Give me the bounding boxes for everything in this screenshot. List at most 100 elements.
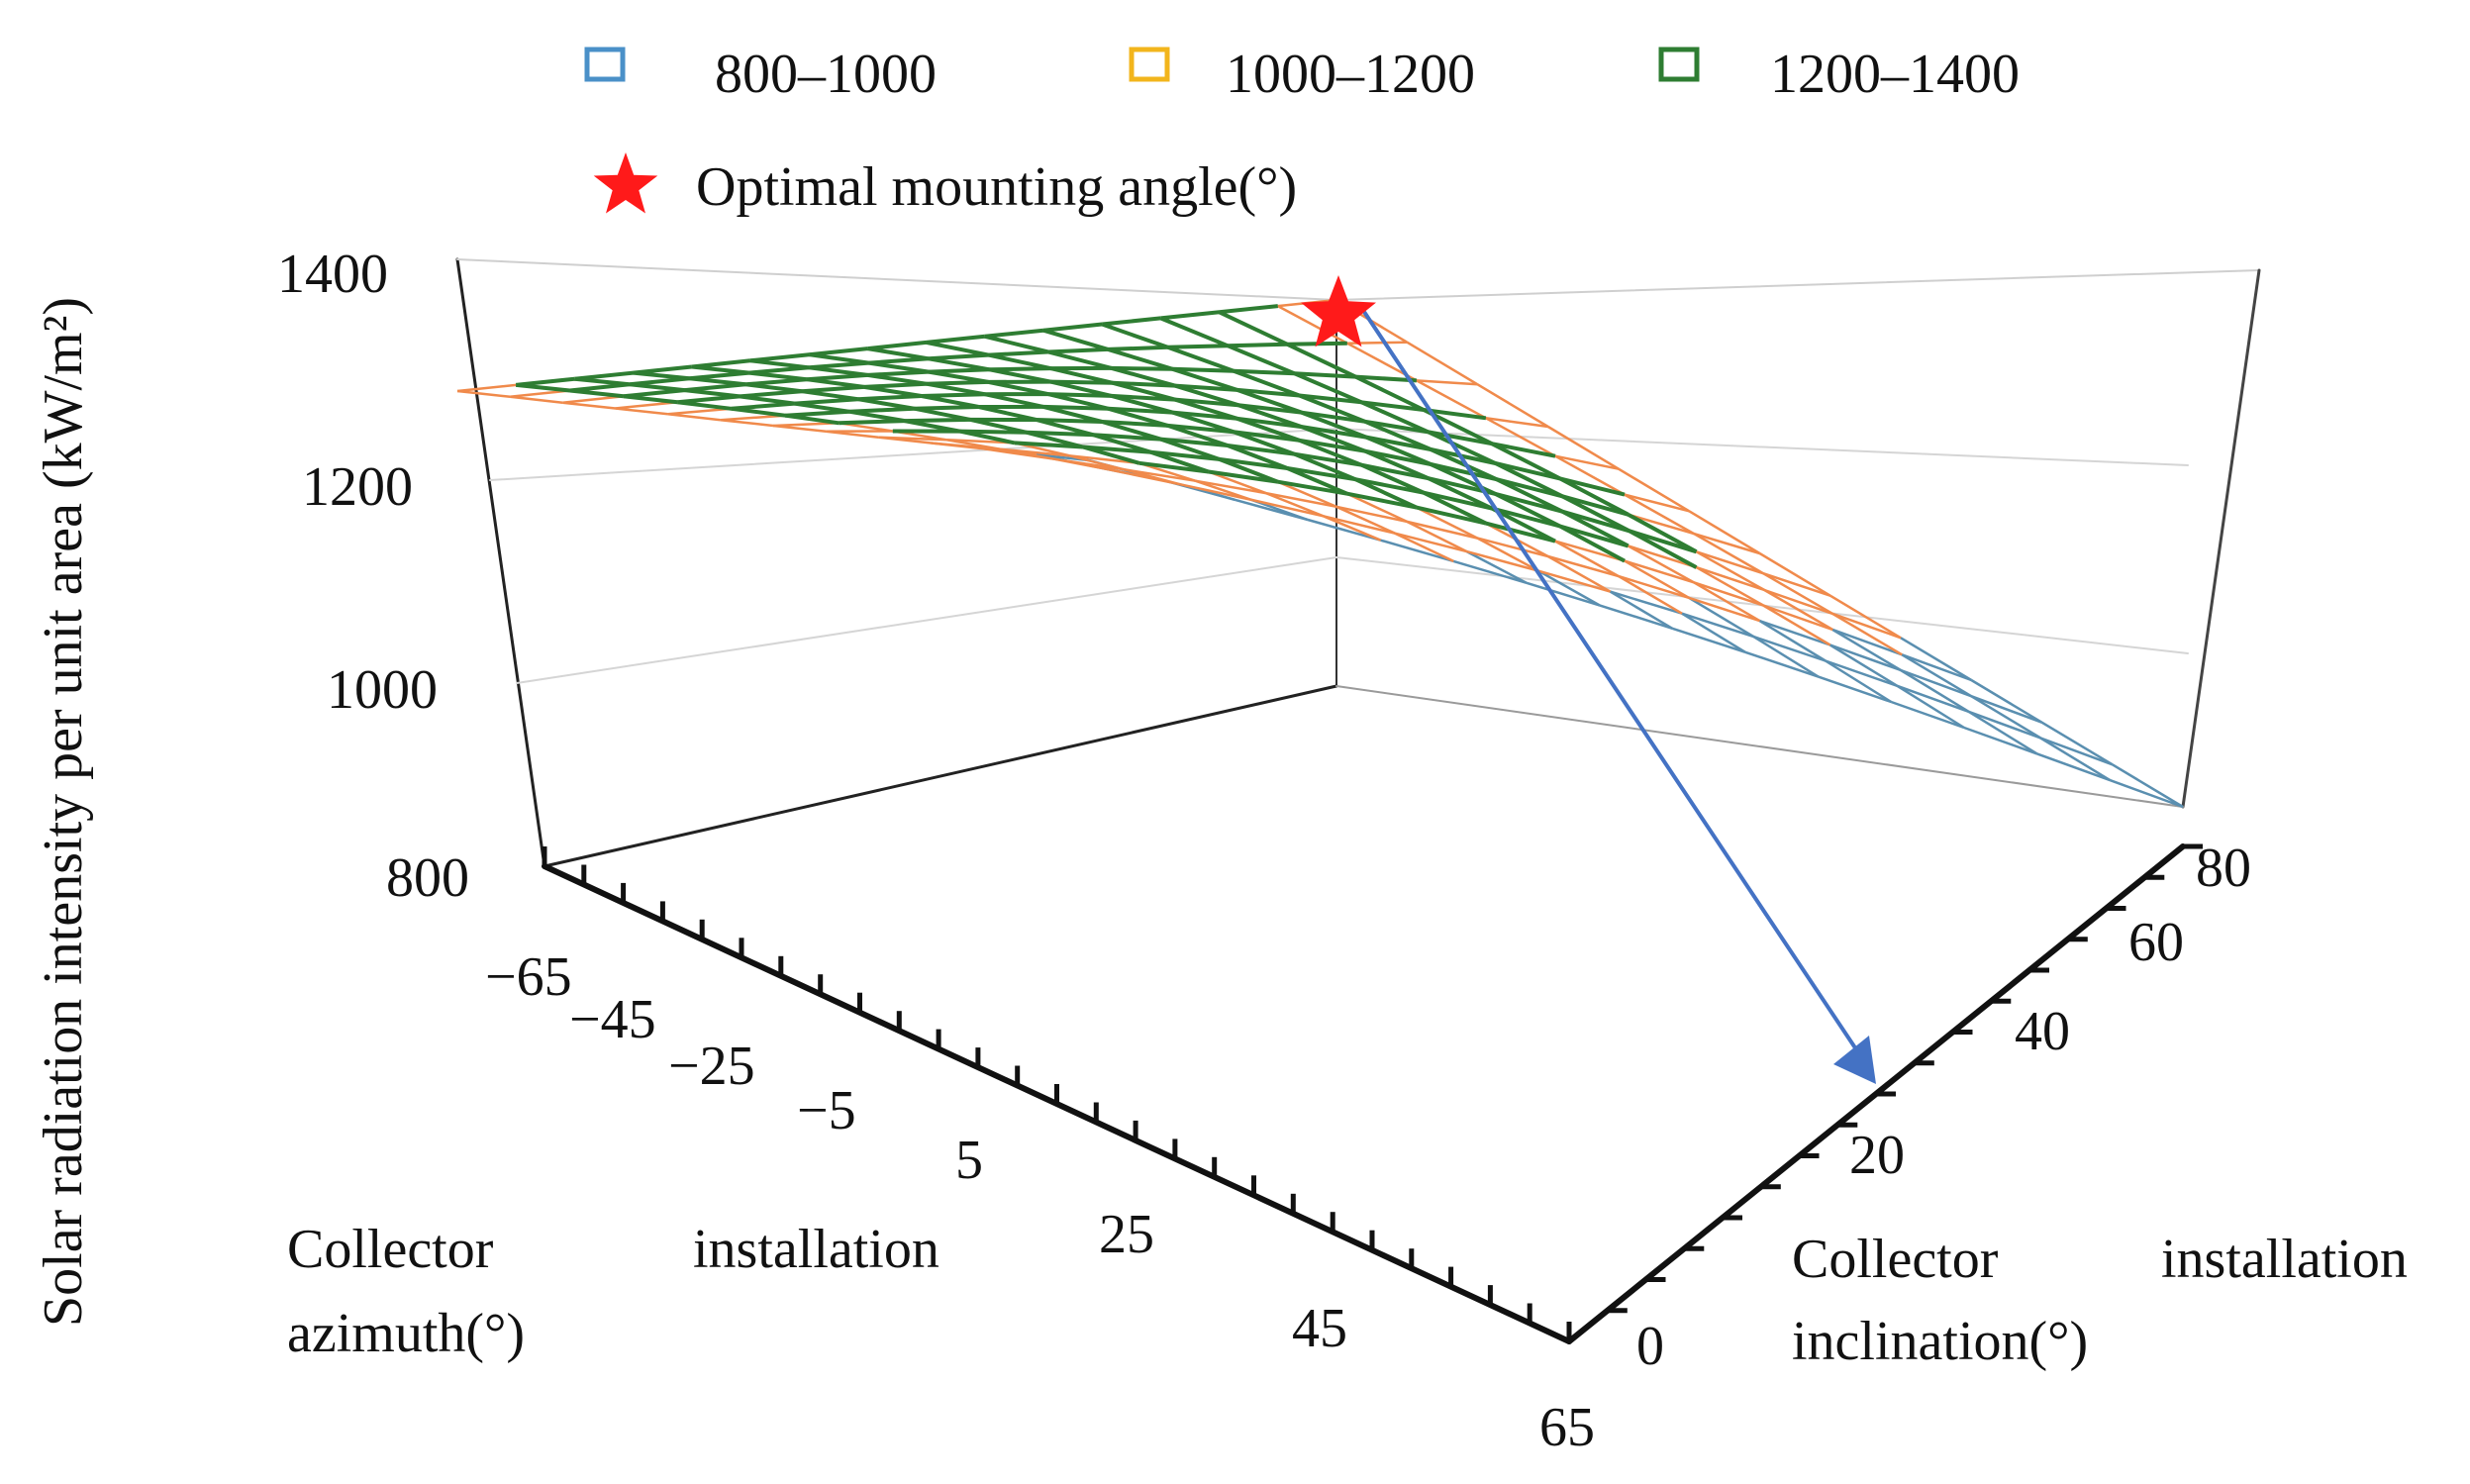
mesh-segment-high xyxy=(928,367,990,374)
mesh-segment-mid xyxy=(1323,515,1382,542)
mesh-segment-low xyxy=(1526,581,1601,607)
mesh-segment-mid xyxy=(615,407,668,416)
mesh-segment-low xyxy=(1970,678,2043,724)
mesh-segment-high xyxy=(921,394,980,409)
mesh-segment-high xyxy=(691,358,751,369)
mesh-segment-high xyxy=(1166,424,1229,447)
mesh-segment-mid xyxy=(1688,596,1760,623)
mesh-segment-low xyxy=(1968,710,2041,740)
mesh-segment-low xyxy=(2112,763,2184,809)
mesh-segment-high xyxy=(928,356,990,372)
mesh-segment-high xyxy=(1559,476,1626,497)
mesh-segment-high xyxy=(1093,433,1161,442)
mesh-segment-mid xyxy=(1547,554,1612,593)
mesh-segment-high xyxy=(677,394,741,405)
mesh-segment-low xyxy=(1890,700,1965,730)
mesh-segment-high xyxy=(1495,477,1564,514)
mesh-segment-high xyxy=(749,358,810,370)
mesh-segment-low xyxy=(1681,612,1754,639)
mesh-segment-high xyxy=(1354,374,1425,412)
mesh-segment-mid xyxy=(667,413,721,422)
mesh-segment-high xyxy=(1364,419,1430,435)
mesh-segment-low xyxy=(1968,710,2038,755)
mesh-segment-high xyxy=(1361,400,1425,412)
mesh-segment-mid xyxy=(456,389,511,399)
x-tick-label: −65 xyxy=(485,946,572,1008)
surface-band-1000-1200 xyxy=(456,298,1903,656)
legend-label-high: 1200–1400 xyxy=(1770,44,2020,105)
mesh-segment-mid xyxy=(1554,540,1626,562)
mesh-segment-high xyxy=(1101,316,1161,327)
mesh-segment-low xyxy=(1831,628,1902,672)
mesh-segment-high xyxy=(1027,430,1094,438)
mesh-segment-mid xyxy=(1416,379,1487,420)
mesh-segment-low xyxy=(2039,737,2114,766)
mesh-segment-high xyxy=(1301,410,1366,424)
mesh-segment-high xyxy=(987,352,1051,371)
mesh-segment-high xyxy=(1237,403,1303,429)
mesh-segment-high xyxy=(1111,365,1176,388)
mesh-segment-mid xyxy=(1695,566,1764,607)
x-tick-label: −45 xyxy=(569,989,656,1050)
mesh-segment-low xyxy=(1970,695,2041,740)
mesh-segment-low xyxy=(1610,590,1683,615)
mesh-segment-high xyxy=(1171,366,1238,392)
mesh-segment-high xyxy=(1299,393,1362,405)
mesh-segment-mid xyxy=(983,447,1055,460)
mesh-segment-low xyxy=(2109,778,2184,809)
optimum-arrow xyxy=(1362,310,1876,1084)
mesh-segment-mid xyxy=(1554,454,1620,470)
mesh-segment-high xyxy=(1111,365,1173,371)
mesh-segment-low xyxy=(1818,675,1892,704)
mesh-segment-mid xyxy=(1831,612,1902,640)
mesh-segment-high xyxy=(1558,476,1630,517)
mesh-segment-mid xyxy=(1406,520,1468,553)
mesh-segment-high xyxy=(1150,449,1220,461)
mesh-segment-mid xyxy=(1394,532,1467,553)
mesh-segment-high xyxy=(1561,494,1630,517)
svg-text:installation: installation xyxy=(693,1219,939,1280)
legend-swatch-mid xyxy=(1129,47,1170,82)
mesh-segment-high xyxy=(1050,379,1114,385)
mesh-segment-high xyxy=(1233,430,1296,456)
mesh-segment-mid xyxy=(1763,588,1833,632)
mesh-segment-high xyxy=(926,340,989,357)
mesh-segment-mid xyxy=(1618,467,1690,513)
mesh-segment-high xyxy=(868,360,930,374)
mesh-segment-low xyxy=(1901,653,1972,698)
x-tick-label: −5 xyxy=(797,1080,856,1141)
mesh-segment-high xyxy=(921,392,985,398)
mesh-segment-high xyxy=(926,379,989,386)
mesh-segment-mid xyxy=(667,407,732,416)
mesh-segment-high xyxy=(1428,430,1497,465)
mesh-segment-high xyxy=(1561,509,1630,534)
mesh-segment-mid xyxy=(1628,513,1695,536)
mesh-segment-high xyxy=(1049,366,1114,385)
mesh-segment-mid xyxy=(562,401,616,410)
mesh-segment-mid xyxy=(931,442,1001,450)
mesh-segment-mid xyxy=(1693,581,1764,607)
mesh-segment-high xyxy=(1298,393,1366,424)
mesh-segment-high xyxy=(1093,433,1152,454)
mesh-segment-high xyxy=(984,328,1044,339)
mesh-segment-high xyxy=(1496,477,1563,499)
mesh-segment-high xyxy=(1111,393,1175,402)
mesh-segment-low xyxy=(1829,643,1902,672)
mesh-segment-high xyxy=(1107,406,1169,428)
mesh-segment-high xyxy=(794,397,858,406)
mesh-segment-high xyxy=(959,429,1028,435)
mesh-segment-high xyxy=(739,389,803,399)
mesh-segment-high xyxy=(926,334,986,345)
mesh-segment-mid xyxy=(1053,457,1126,471)
mesh-segment-high xyxy=(867,346,930,361)
mesh-segment-high xyxy=(806,372,868,382)
z-tick-label: 1400 xyxy=(277,244,388,305)
mesh-segment-mid xyxy=(1265,491,1337,509)
mesh-segment-mid xyxy=(1335,505,1408,524)
mesh-segment-low xyxy=(1900,668,1972,698)
mesh-segment-high xyxy=(1430,447,1497,465)
mesh-segment-high xyxy=(1174,383,1239,408)
mesh-segment-high xyxy=(1047,346,1109,354)
mesh-segment-high xyxy=(984,334,1049,354)
